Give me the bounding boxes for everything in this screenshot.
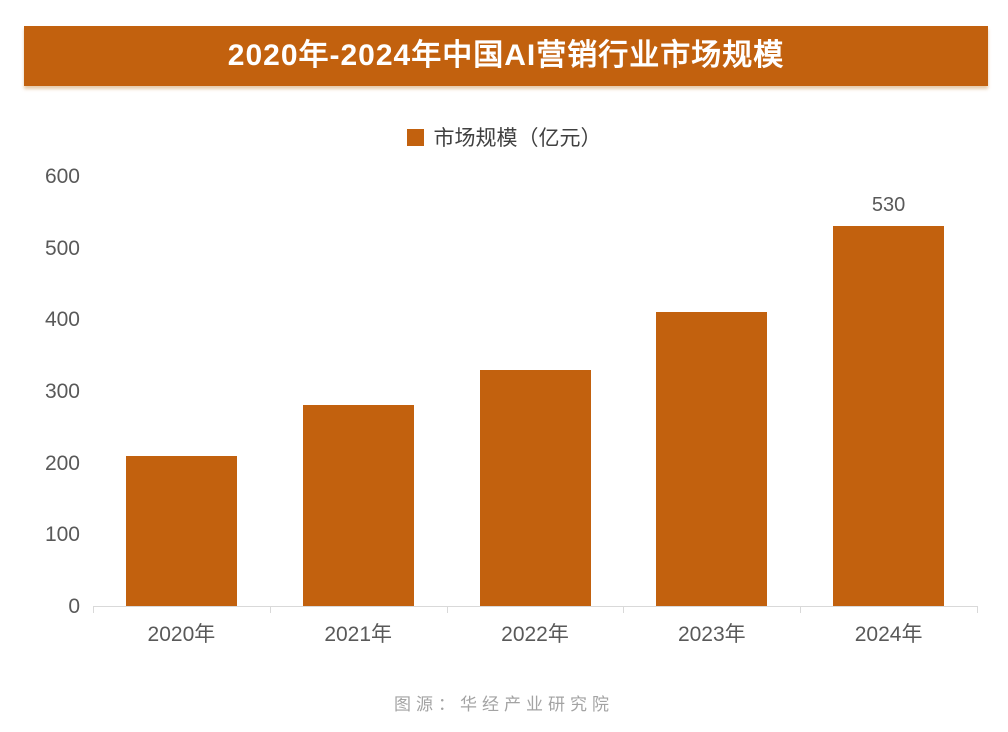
source-caption: 图源：华经产业研究院 (394, 695, 614, 714)
y-tick-label-400: 400 (44, 308, 80, 332)
legend-swatch-icon (406, 128, 424, 146)
y-tick-label-300: 300 (44, 380, 80, 403)
chart-title-banner: 2020年-2024年中国AI营销行业市场规模 (24, 26, 988, 86)
x-tick-label-2023年: 2023年 (677, 623, 746, 646)
y-tick-label-500: 500 (44, 236, 80, 260)
legend: 市场规模（亿元） (0, 122, 1008, 152)
y-tick-label-0: 0 (68, 595, 80, 618)
bar-2022年 (479, 369, 591, 606)
y-tick-label-100: 100 (44, 523, 80, 547)
x-axis-tick (446, 606, 448, 613)
x-tick-label-2024年: 2024年 (854, 623, 923, 646)
y-tick-label-600: 600 (44, 165, 80, 188)
x-axis-tick (623, 606, 625, 613)
x-axis-tick (93, 606, 94, 613)
x-axis-tick (800, 606, 802, 613)
bar-value-label-2024年: 530 (871, 194, 906, 217)
chart-title: 2020年-2024年中国AI营销行业市场规模 (227, 39, 785, 72)
x-tick-label-2022年: 2022年 (501, 623, 569, 646)
bar-2023年 (656, 312, 768, 606)
x-axis-tick (977, 606, 978, 613)
x-axis-line (93, 606, 977, 607)
x-tick-label-2020年: 2020年 (147, 623, 216, 646)
x-tick-label-2021年: 2021年 (324, 623, 393, 646)
x-axis-tick (269, 606, 271, 613)
legend-label: 市场规模（亿元） (433, 127, 602, 150)
bar-2020年 (125, 455, 237, 606)
bar-2021年 (302, 405, 414, 606)
y-tick-label-200: 200 (44, 451, 80, 475)
bar-2024年 (833, 226, 945, 606)
